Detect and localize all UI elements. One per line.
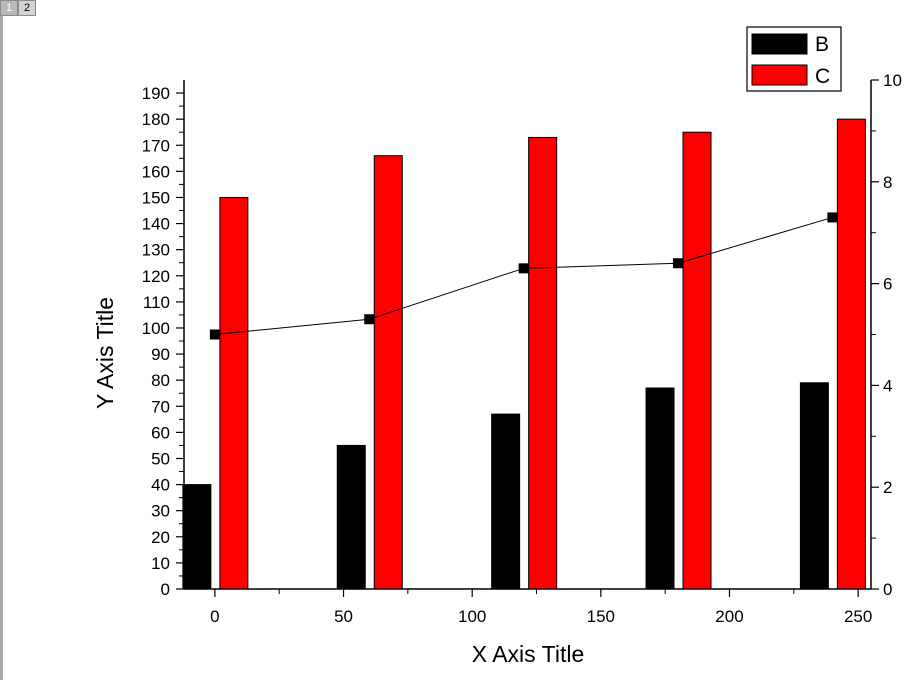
y2-tick-label: 8 — [883, 173, 892, 192]
legend-swatch-b — [751, 33, 808, 55]
y2-tick-label: 0 — [883, 580, 892, 599]
legend-label-b: B — [815, 33, 829, 56]
x-tick-label: 0 — [210, 607, 219, 626]
line-point-4 — [827, 212, 838, 223]
legend-swatch-c — [751, 64, 808, 86]
bars-layer — [182, 118, 866, 590]
y-tick-label: 40 — [151, 476, 170, 495]
bar-c-1 — [373, 155, 403, 590]
y-tick-label: 50 — [151, 449, 170, 468]
window-frame-left — [0, 0, 3, 680]
y2-tick-label: 10 — [883, 71, 902, 90]
y-tick-label: 110 — [143, 293, 170, 312]
y2-tick-label: 6 — [883, 275, 892, 294]
y-ticks: 0 10 20 30 40 50 60 70 80 90 100 110 120 130 140 150 160… — [142, 84, 184, 599]
x-ticks: 0 50 100 150 200 250 — [210, 589, 872, 626]
page-tab-1[interactable]: 1 — [0, 0, 18, 16]
y-tick-label: 20 — [151, 528, 170, 547]
y-tick-label: 180 — [142, 110, 170, 129]
y-tick-label: 160 — [142, 162, 170, 181]
y-tick-label: 170 — [142, 136, 170, 155]
y-tick-label: 150 — [142, 188, 170, 207]
bar-c-2 — [528, 136, 558, 590]
page-tabs: 1 2 — [0, 0, 36, 16]
axes-layer — [183, 80, 872, 590]
x-tick-label: 50 — [334, 607, 353, 626]
y-tick-label: 70 — [151, 397, 170, 416]
y2-ticks: 0 2 4 6 8 10 — [871, 71, 902, 599]
legend-label-c: C — [815, 65, 830, 88]
y-tick-label: 100 — [142, 319, 170, 338]
y-axis-title: Y Axis Title — [92, 297, 118, 409]
x-tick-label: 150 — [587, 607, 615, 626]
bar-b-3 — [645, 387, 675, 590]
y-tick-label: 140 — [142, 215, 170, 234]
y-tick-label: 0 — [161, 580, 170, 599]
bar-c-4 — [836, 118, 866, 590]
bar-b-4 — [799, 382, 829, 590]
line-point-2 — [518, 263, 529, 274]
x-tick-label: 200 — [715, 607, 743, 626]
y2-tick-label: 2 — [883, 478, 892, 497]
y-tick-label: 120 — [142, 267, 170, 286]
line-point-3 — [673, 258, 684, 269]
y-tick-label: 130 — [142, 241, 170, 260]
y-tick-label: 90 — [151, 345, 170, 364]
line-series-layer — [209, 212, 838, 340]
y-tick-label: 10 — [151, 554, 170, 573]
bar-c-3 — [682, 131, 712, 590]
x-tick-label: 250 — [844, 607, 872, 626]
line-point-0 — [209, 329, 220, 340]
y2-tick-label: 4 — [883, 376, 892, 395]
line-series-path — [214, 216, 833, 335]
bar-c-0 — [219, 196, 249, 590]
x-tick-label: 100 — [458, 607, 486, 626]
page-tab-2[interactable]: 2 — [18, 0, 36, 16]
y-tick-label: 30 — [151, 502, 170, 521]
y-tick-label: 80 — [151, 371, 170, 390]
bar-b-0 — [182, 484, 212, 590]
bar-b-1 — [336, 444, 366, 590]
x-axis-title: X Axis Title — [472, 641, 584, 667]
line-point-1 — [364, 314, 375, 325]
y-tick-label: 60 — [151, 423, 170, 442]
y-tick-label: 190 — [142, 84, 170, 103]
bar-b-2 — [491, 413, 521, 590]
legend: B C — [746, 26, 842, 92]
